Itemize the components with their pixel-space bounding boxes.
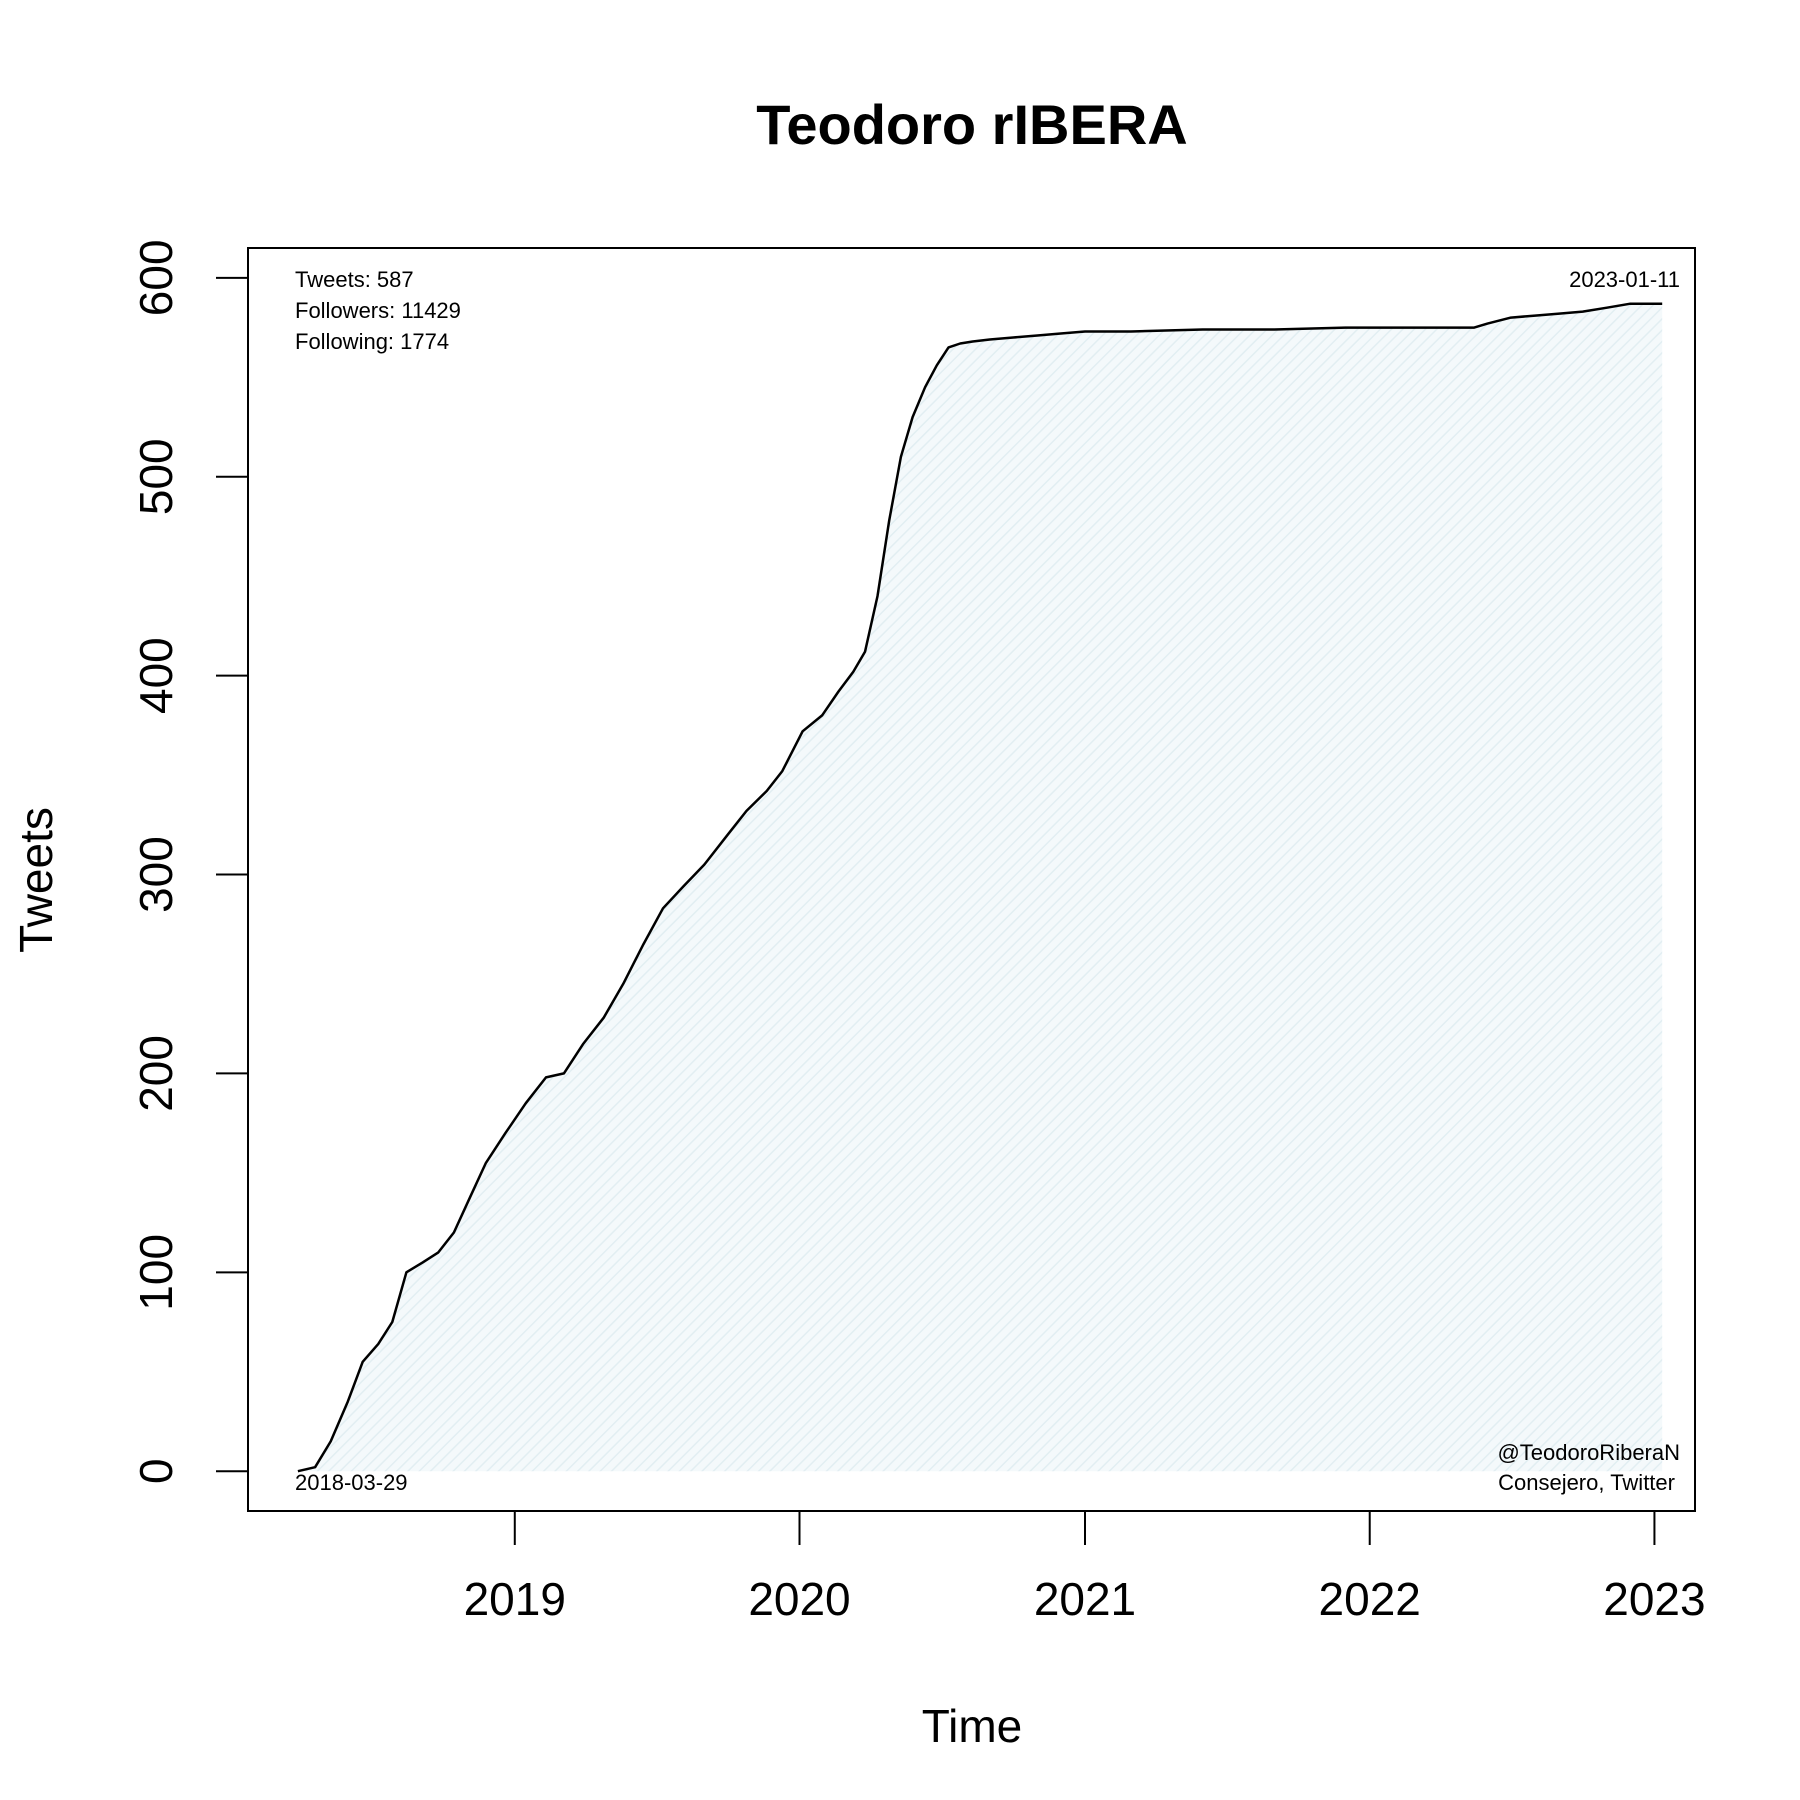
stat-followers: Followers: 11429 bbox=[295, 298, 461, 323]
start-date-label: 2018-03-29 bbox=[295, 1470, 408, 1495]
y-tick-label: 0 bbox=[130, 1458, 182, 1484]
chart-title: Teodoro rIBERA bbox=[756, 93, 1187, 156]
account-handle: @TeodoroRiberaN bbox=[1497, 1440, 1680, 1465]
x-axis: 2019 2020 2021 2022 2023 bbox=[464, 1510, 1706, 1625]
cumulative-tweets-line bbox=[297, 302, 1663, 1473]
y-tick-label: 100 bbox=[130, 1234, 182, 1311]
account-description: Consejero, Twitter bbox=[1498, 1470, 1675, 1495]
y-tick-label: 200 bbox=[130, 1035, 182, 1112]
y-tick-label: 600 bbox=[130, 239, 182, 316]
y-axis-label: Tweets bbox=[10, 807, 62, 953]
y-axis: 0 100 200 300 400 500 600 bbox=[130, 239, 249, 1484]
x-tick-label: 2020 bbox=[748, 1573, 850, 1625]
x-tick-label: 2021 bbox=[1034, 1573, 1136, 1625]
x-tick-label: 2022 bbox=[1319, 1573, 1421, 1625]
y-tick-label: 400 bbox=[130, 637, 182, 714]
end-date-label: 2023-01-11 bbox=[1569, 267, 1680, 292]
y-tick-label: 500 bbox=[130, 438, 182, 515]
stat-following: Following: 1774 bbox=[295, 329, 449, 354]
x-axis-label: Time bbox=[922, 1700, 1023, 1752]
y-tick-label: 300 bbox=[130, 836, 182, 913]
cumulative-area-fill bbox=[297, 303, 1663, 1472]
x-tick-label: 2019 bbox=[464, 1573, 566, 1625]
stat-tweets: Tweets: 587 bbox=[295, 267, 414, 292]
x-tick-label: 2023 bbox=[1603, 1573, 1705, 1625]
